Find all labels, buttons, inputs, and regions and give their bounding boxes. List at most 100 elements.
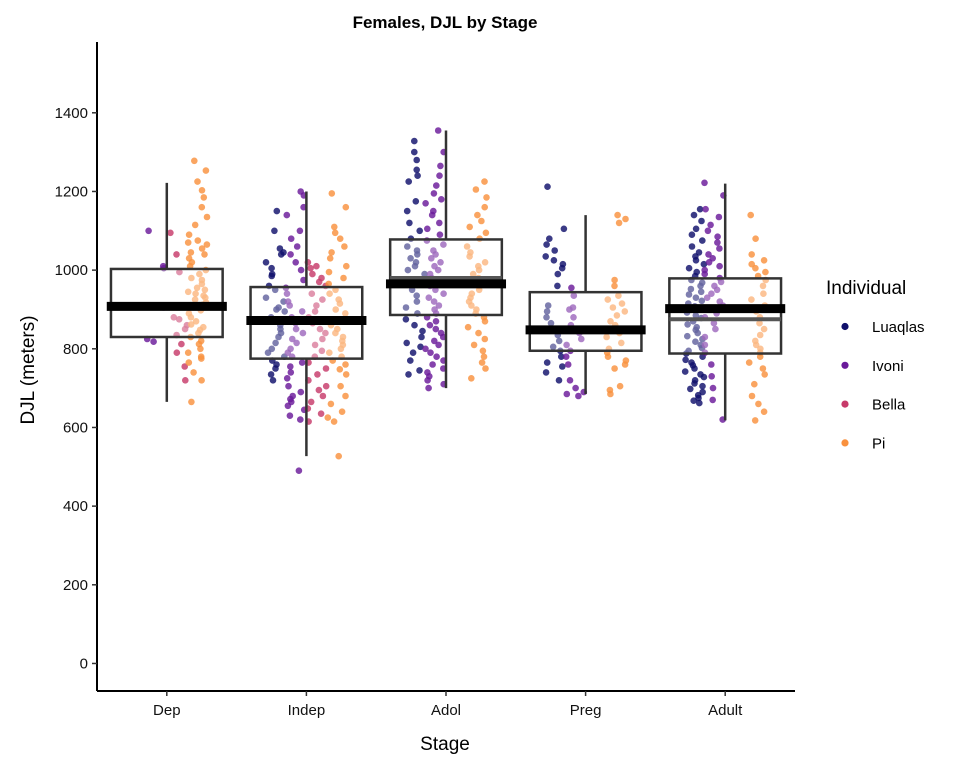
data-point	[309, 270, 316, 278]
data-point	[299, 329, 307, 337]
data-point	[411, 321, 418, 329]
data-point	[760, 257, 768, 264]
data-point	[469, 270, 477, 278]
data-point	[760, 290, 767, 298]
data-point	[298, 359, 306, 366]
legend-items: Luaqlas Ivoni Bella Pi	[841, 319, 925, 452]
data-point	[609, 304, 617, 311]
data-point	[688, 243, 696, 250]
data-point	[292, 325, 300, 333]
data-point	[703, 294, 711, 302]
data-point	[572, 384, 579, 392]
data-point	[416, 367, 423, 374]
data-point	[264, 349, 272, 357]
data-point	[424, 225, 431, 233]
data-point	[430, 298, 438, 305]
data-point	[203, 213, 211, 221]
data-point	[286, 302, 294, 309]
data-point	[424, 377, 431, 384]
data-point	[198, 355, 205, 362]
data-point	[185, 359, 193, 366]
data-point	[566, 306, 573, 313]
data-point	[341, 243, 348, 250]
data-point	[340, 274, 347, 282]
data-point	[713, 286, 721, 294]
data-point	[289, 335, 296, 343]
data-point	[688, 231, 696, 238]
y-axis-title: DJL (meters)	[18, 315, 39, 424]
data-point	[562, 353, 570, 361]
data-point	[694, 329, 701, 337]
data-point	[543, 308, 551, 315]
data-point	[697, 288, 705, 296]
legend-label: Ivoni	[872, 358, 904, 375]
data-point	[482, 229, 490, 237]
data-point	[336, 300, 344, 307]
data-point	[418, 333, 425, 341]
data-point	[313, 302, 320, 309]
data-point	[550, 257, 558, 264]
data-point	[691, 365, 698, 372]
legend-key	[841, 322, 849, 331]
data-point	[464, 323, 472, 331]
data-point	[167, 229, 174, 237]
data-point	[262, 259, 270, 266]
data-point	[317, 410, 325, 418]
data-point	[268, 272, 276, 280]
data-point	[194, 237, 202, 244]
data-point	[435, 341, 442, 349]
data-point	[311, 341, 319, 349]
legend: Individual Luaqlas Ivoni Bella Pi	[826, 278, 925, 452]
data-point	[555, 377, 563, 384]
data-point	[752, 341, 760, 349]
data-point	[692, 225, 700, 233]
data-point	[745, 359, 753, 366]
data-point	[699, 237, 706, 244]
data-point	[192, 290, 199, 298]
data-point	[297, 416, 304, 423]
data-point	[338, 408, 346, 416]
data-point	[481, 259, 489, 266]
data-point	[708, 373, 715, 380]
data-point	[543, 314, 550, 321]
data-point	[293, 339, 300, 347]
data-point	[295, 467, 303, 475]
data-point	[413, 298, 421, 305]
data-point	[563, 341, 570, 349]
data-point	[714, 239, 721, 246]
data-point	[434, 266, 442, 274]
data-point	[618, 339, 625, 347]
data-point	[751, 380, 758, 388]
data-point	[687, 285, 695, 293]
data-point	[331, 229, 339, 237]
axes-layer: 0 200 400 600 800 1000 1200 1400 Dep Indep Adol Pre…	[55, 42, 795, 719]
data-point	[692, 338, 699, 346]
data-point	[437, 259, 444, 266]
data-point	[283, 375, 291, 382]
data-point	[196, 270, 203, 278]
data-point	[402, 304, 410, 311]
data-point	[559, 363, 566, 370]
data-point	[709, 396, 716, 404]
data-point	[192, 318, 200, 325]
data-point	[555, 337, 563, 345]
data-point	[615, 219, 623, 227]
data-point	[284, 402, 292, 410]
data-point	[188, 398, 195, 406]
data-point	[182, 377, 189, 384]
data-point	[181, 363, 188, 370]
data-point	[692, 294, 700, 302]
data-point	[426, 321, 434, 329]
y-tick-label: 800	[63, 341, 88, 358]
data-point	[403, 339, 411, 347]
data-point	[285, 382, 292, 390]
data-point	[432, 318, 440, 325]
data-point	[411, 262, 419, 270]
data-point	[603, 333, 610, 341]
data-point	[191, 296, 199, 303]
data-point	[436, 219, 443, 227]
data-point	[607, 390, 614, 398]
y-tick-label: 1000	[55, 262, 88, 279]
data-point	[407, 357, 414, 364]
